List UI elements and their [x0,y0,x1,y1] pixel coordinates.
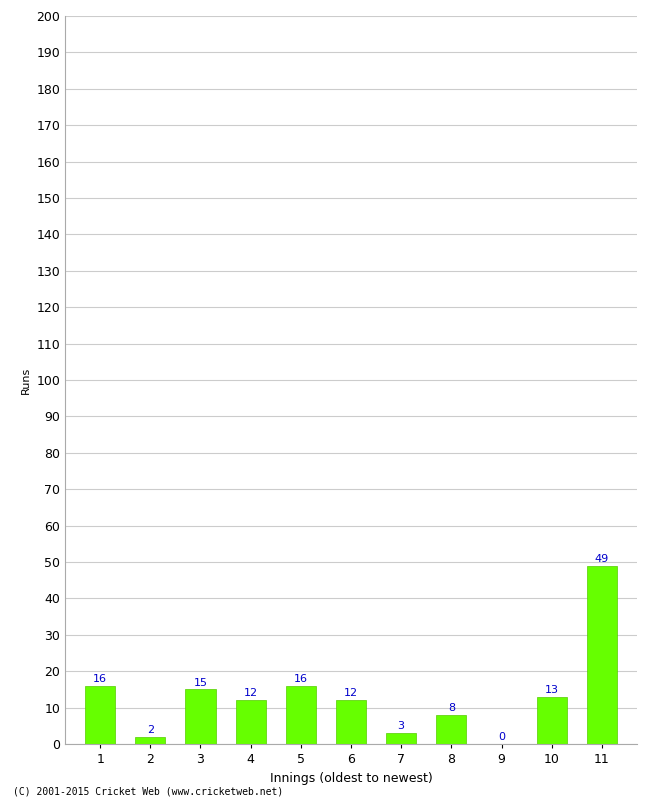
Text: 2: 2 [147,725,154,735]
Text: 16: 16 [294,674,308,684]
Text: 15: 15 [194,678,207,687]
Bar [185,690,216,744]
Text: 12: 12 [244,689,257,698]
Y-axis label: Runs: Runs [21,366,31,394]
Bar [286,686,316,744]
Text: 0: 0 [498,732,505,742]
Bar [436,715,467,744]
Bar [85,686,115,744]
Bar [135,737,165,744]
Bar [386,733,416,744]
X-axis label: Innings (oldest to newest): Innings (oldest to newest) [270,771,432,785]
Text: 13: 13 [545,685,559,695]
Text: 12: 12 [344,689,358,698]
Text: 16: 16 [93,674,107,684]
Text: (C) 2001-2015 Cricket Web (www.cricketweb.net): (C) 2001-2015 Cricket Web (www.cricketwe… [13,786,283,796]
Text: 49: 49 [595,554,609,564]
Text: 8: 8 [448,703,455,713]
Text: 3: 3 [398,722,405,731]
Bar [537,697,567,744]
Bar [235,700,266,744]
Bar [587,566,617,744]
Bar [336,700,366,744]
